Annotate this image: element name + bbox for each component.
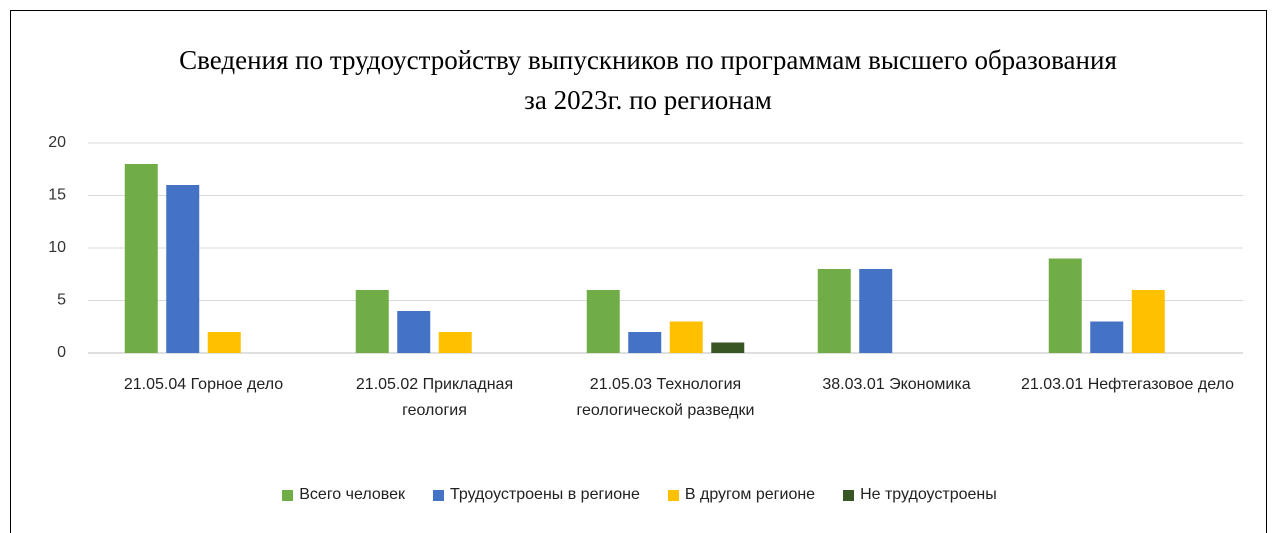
legend-swatch — [843, 489, 855, 501]
bar — [1048, 258, 1082, 353]
legend-item: Всего человек — [282, 486, 405, 504]
x-tick-label: 21.05.04 Горное дело — [123, 376, 284, 393]
legend-item: Не трудоустроены — [843, 486, 997, 504]
y-tick-label: 5 — [57, 292, 66, 309]
x-tick-label: 38.03.01 Экономика — [822, 376, 971, 393]
y-tick-label: 10 — [48, 239, 66, 256]
y-tick-label: 15 — [48, 187, 66, 204]
bar — [166, 185, 200, 353]
legend-item: В другом регионе — [667, 486, 816, 504]
legend-item: Трудоустроены в регионе — [432, 486, 640, 504]
x-tick-label: 21.05.02 Прикладная геология — [355, 376, 514, 419]
legend-swatch — [282, 489, 294, 501]
chart-frame — [10, 10, 1267, 533]
bar — [124, 164, 158, 353]
chart-title: Сведения по трудоустройству выпускников … — [179, 45, 1117, 115]
legend-label: Трудоустроены в регионе — [449, 486, 640, 503]
bar — [817, 269, 851, 353]
bar — [628, 332, 662, 353]
x-tick-label: 21.05.03 Технология геологической развед… — [576, 376, 755, 419]
y-tick-label: 20 — [48, 134, 66, 151]
bar — [1131, 290, 1165, 353]
y-tick-label: 0 — [57, 344, 66, 361]
bar — [355, 290, 389, 353]
legend-label: В другом регионе — [684, 486, 816, 503]
legend-swatch — [667, 489, 679, 501]
bar — [207, 332, 241, 353]
bar — [669, 321, 703, 353]
legend-label: Не трудоустроены — [860, 486, 997, 503]
bar — [711, 342, 745, 353]
legend-swatch — [432, 489, 444, 501]
x-tick-label: 21.03.01 Нефтегазовое дело — [1021, 376, 1234, 393]
bar — [438, 332, 472, 353]
bar — [859, 269, 893, 353]
legend-label: Всего человек — [299, 486, 405, 503]
bar — [397, 311, 431, 353]
bar — [586, 290, 620, 353]
legend: Всего человек Трудоустроены в регионе В др… — [0, 486, 1279, 504]
bar — [1090, 321, 1124, 353]
